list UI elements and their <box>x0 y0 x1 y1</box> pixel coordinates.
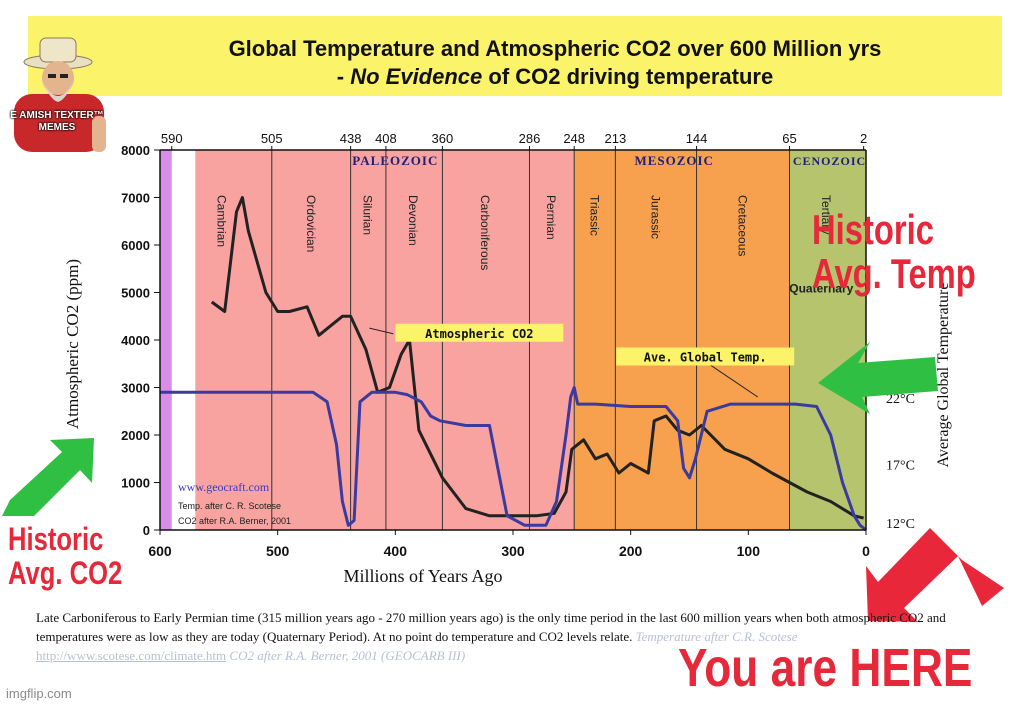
era-label: MESOZOIC <box>634 153 714 168</box>
top-tick-label: 590 <box>161 131 183 146</box>
annotation-leader-line <box>369 327 394 335</box>
amish-texter-logo: E AMISH TEXTER™ MEMES <box>0 30 118 152</box>
top-tick-label: 360 <box>432 131 454 146</box>
band-era-mesozoic <box>574 150 790 530</box>
temperature-tick-label: 17°C <box>886 459 915 474</box>
chart-subtitle: - No Evidence of CO2 driving temperature <box>68 64 1024 90</box>
you-are-here-label: You are HERE <box>678 638 973 698</box>
subtitle-emphasis: No Evidence <box>350 64 483 89</box>
imgflip-watermark: imgflip.com <box>6 686 72 701</box>
annotation-box <box>616 347 795 366</box>
quaternary-label: Quaternary <box>789 282 853 296</box>
caption-source-link[interactable]: http://www.scotese.com/climate.htm <box>36 648 227 663</box>
x-tick-label: 300 <box>501 543 525 559</box>
chart-annotations: Atmospheric CO2 Ave. Global Temp. www.geoc… <box>178 323 795 526</box>
band-era-cenozoic <box>789 150 866 530</box>
top-tick-label: 438 <box>340 131 362 146</box>
era-label: PALEOZOIC <box>352 153 438 168</box>
top-tick-label: 65 <box>782 131 796 146</box>
historic-co2-line1: Historic <box>8 521 104 557</box>
logo-text: E AMISH TEXTER™ MEMES <box>10 110 104 133</box>
green-arrow-left-icon <box>2 438 94 516</box>
period-label: Cambrian <box>214 195 228 247</box>
caption-source-co2: CO2 after R.A. Berner, 2001 (GEOCARB III… <box>229 648 466 663</box>
x-axis-title: Millions of Years Ago <box>343 566 502 586</box>
top-tick-label: 213 <box>605 131 627 146</box>
period-label: Ordovician <box>304 195 318 252</box>
y-tick-label: 2000 <box>121 428 150 443</box>
y-tick-label: 8000 <box>121 143 150 158</box>
green-arrow-right-icon <box>818 342 938 414</box>
source-note-temp: Temp. after C. R. Scotese <box>178 501 281 511</box>
historic-co2-line2: Avg. CO2 <box>8 555 123 591</box>
caption-text: Late Carboniferous to Early Permian time… <box>36 610 946 644</box>
caption-source-temp: Temperature after C.R. Scotese <box>635 629 798 644</box>
chart-title: Global Temperature and Atmospheric CO2 o… <box>228 36 882 61</box>
x-tick-label: 0 <box>862 543 870 559</box>
period-label: Devonian <box>406 195 420 246</box>
x-tick-label: 600 <box>148 543 172 559</box>
source-note-geocraft: www.geocraft.com <box>178 480 270 494</box>
period-label: Carboniferous <box>478 195 492 270</box>
right-axis-title: Average Global Temperature <box>935 283 952 468</box>
y-tick-label: 5000 <box>121 286 150 301</box>
y-axis-title: Atmospheric CO2 (ppm) <box>63 259 82 429</box>
x-tick-label: 400 <box>384 543 408 559</box>
historic-temp-label: Historic Avg. Temp <box>812 208 976 296</box>
top-tick-label: 408 <box>375 131 397 146</box>
x-tick-label: 100 <box>737 543 761 559</box>
top-tick-label: 144 <box>686 131 708 146</box>
red-arrow-icon <box>866 528 1004 622</box>
avatar-icon <box>14 37 106 152</box>
source-note-co2: CO2 after R.A. Berner, 2001 <box>178 516 291 526</box>
top-tick-label: 286 <box>519 131 541 146</box>
top-tick-label: 248 <box>563 131 585 146</box>
band-precambrian <box>160 150 172 530</box>
x-tick-label: 500 <box>266 543 290 559</box>
top-tick-label: 2 <box>860 131 867 146</box>
y-tick-label: 4000 <box>121 333 150 348</box>
top-tick-label: 505 <box>261 131 283 146</box>
historic-co2-label: Historic Avg. CO2 <box>8 522 122 590</box>
title-banner: Global Temperature and Atmospheric CO2 o… <box>28 16 1002 96</box>
subtitle-suffix: of CO2 driving temperature <box>482 64 774 89</box>
y-tick-label: 3000 <box>121 381 150 396</box>
annotation-box <box>395 323 564 342</box>
annotation-label: Atmospheric CO2 <box>425 327 533 341</box>
x-tick-label: 200 <box>619 543 643 559</box>
temperature-series-line <box>160 386 867 532</box>
era-label: CENOZOIC <box>793 154 866 168</box>
period-label: Tertiary <box>819 195 833 234</box>
y-tick-label: 7000 <box>121 191 150 206</box>
period-label: Silurian <box>360 195 374 235</box>
period-label: Cretaceous <box>736 195 750 256</box>
era-labels: PALEOZOIC MESOZOIC CENOZOIC <box>352 153 866 168</box>
historic-temp-line1: Historic <box>812 206 934 253</box>
temperature-tick-label: 22°C <box>886 392 915 407</box>
y-tick-label: 0 <box>143 523 150 538</box>
subtitle-prefix: - <box>336 64 351 89</box>
period-label: Permian <box>544 195 558 240</box>
chart-series <box>160 196 867 532</box>
co2-series-line <box>210 196 864 520</box>
period-labels: Cambrian Ordovician Silurian Devonian Carbon… <box>214 195 853 296</box>
temperature-tick-label: 12°C <box>886 517 915 532</box>
historic-temp-line2: Avg. Temp <box>812 250 976 297</box>
chart-caption: Late Carboniferous to Early Permian time… <box>36 608 986 665</box>
y-tick-label: 6000 <box>121 238 150 253</box>
annotation-label: Ave. Global Temp. <box>644 351 767 365</box>
y-tick-label: 1000 <box>121 476 150 491</box>
period-label: Jurassic <box>649 195 663 239</box>
overlay-arrows <box>2 342 1004 622</box>
period-label: Triassic <box>587 195 601 236</box>
